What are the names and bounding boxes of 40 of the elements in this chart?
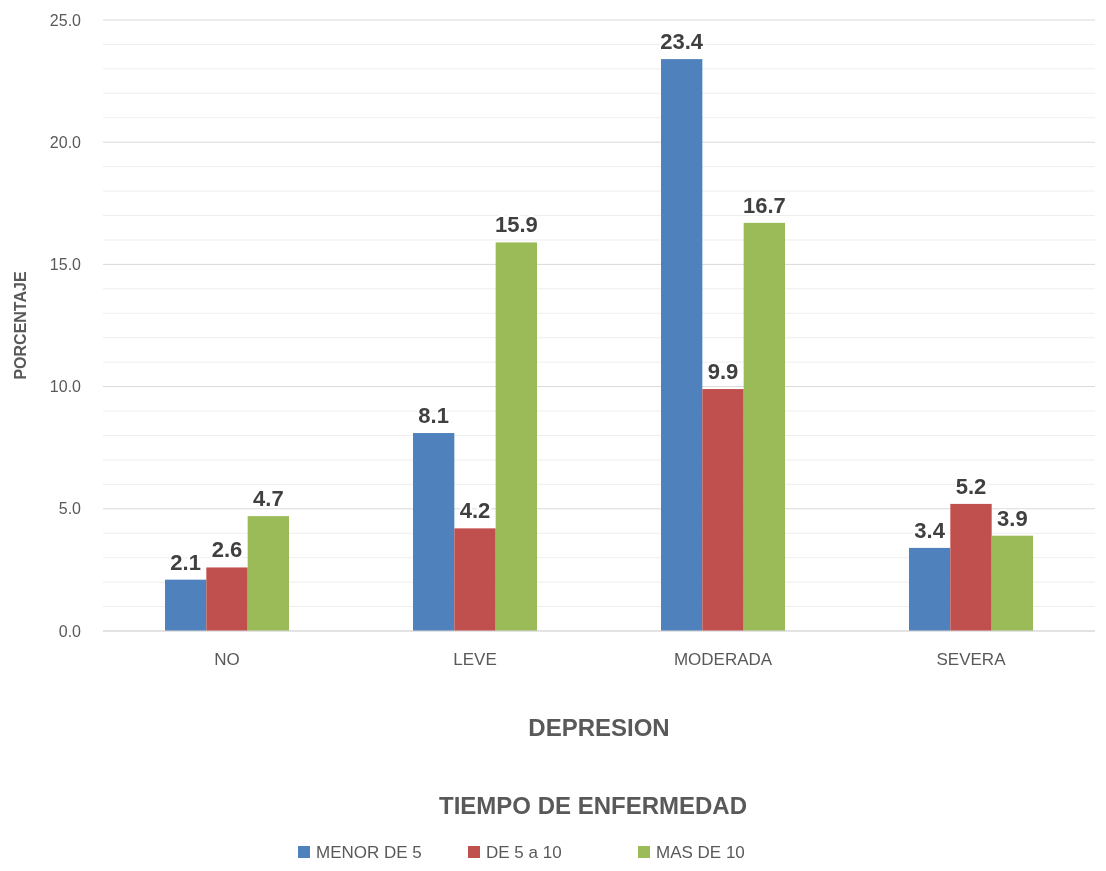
bar <box>743 222 785 631</box>
legend-title: TIEMPO DE ENFERMEDAD <box>438 792 748 819</box>
data-label: 4.7 <box>253 486 284 512</box>
data-label: 16.7 <box>742 192 786 218</box>
bar <box>165 579 207 631</box>
data-label: 4.2 <box>459 498 491 524</box>
data-label: 5.2 <box>955 473 987 499</box>
y-tick-label: 15.0 <box>49 256 82 273</box>
y-tick-label: 10.0 <box>49 378 82 396</box>
data-label: 2.6 <box>211 537 243 563</box>
data-label: 8.1 <box>418 403 449 429</box>
bar <box>702 389 744 631</box>
y-axis-title: PORCENTAJE <box>12 271 29 380</box>
data-label: 9.9 <box>707 359 739 385</box>
data-label: 15.9 <box>494 212 538 238</box>
bar <box>950 503 992 631</box>
bar <box>413 433 455 631</box>
legend-label: MAS DE 10 <box>656 843 745 862</box>
legend-label: DE 5 a 10 <box>486 843 562 862</box>
y-tick-label: 0.0 <box>58 622 82 640</box>
bar <box>454 528 496 631</box>
bar <box>206 567 248 631</box>
bar <box>991 535 1033 631</box>
data-label: 3.4 <box>914 517 946 543</box>
x-axis-title: DEPRESION <box>528 714 670 741</box>
x-tick-label: SEVERA <box>936 650 1007 669</box>
x-tick-label: LEVE <box>453 650 497 669</box>
data-label: 3.9 <box>997 505 1028 531</box>
y-tick-label: 20.0 <box>49 133 82 151</box>
x-tick-label: MODERADA <box>673 650 773 669</box>
legend-label: MENOR DE 5 <box>316 843 422 862</box>
x-tick-label: NO <box>214 650 240 669</box>
bar <box>247 516 289 631</box>
data-label: 2.1 <box>170 549 201 575</box>
bar <box>495 242 537 631</box>
y-tick-label: 25.0 <box>49 11 82 29</box>
data-label: 23.4 <box>660 29 704 55</box>
bar <box>909 547 951 631</box>
bar <box>661 59 703 631</box>
y-tick-label: 5.0 <box>58 500 82 518</box>
